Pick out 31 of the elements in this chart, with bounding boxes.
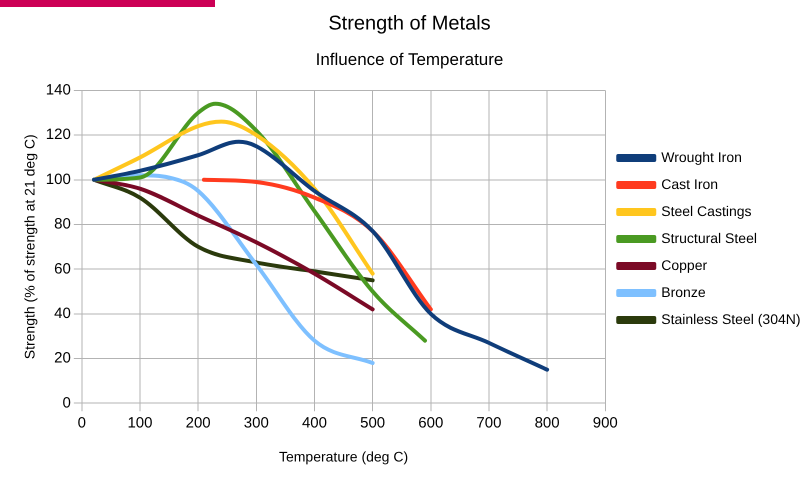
legend-label: Stainless Steel (304N)	[661, 310, 801, 327]
x-tick-label: 700	[476, 414, 502, 432]
y-tick-label: 0	[62, 394, 71, 412]
y-tick-label: 120	[46, 126, 71, 144]
chart-subtitle: Influence of Temperature	[316, 50, 504, 69]
y-tick-label: 100	[46, 170, 71, 188]
y-tick-label: 20	[54, 350, 71, 367]
y-tick-label: 140	[46, 82, 71, 99]
y-axis-title: Strength (% of strength at 21 deg C)	[21, 134, 38, 360]
x-axis-title: Temperature (deg C)	[278, 448, 408, 464]
legend-label: Cast Iron	[661, 176, 718, 192]
y-tick-label: 80	[54, 216, 71, 233]
x-tick-label: 400	[302, 414, 327, 432]
chart-title: Strength of Metals	[328, 12, 491, 35]
legend-label: Wrought Iron	[661, 148, 742, 165]
x-tick-label: 800	[534, 414, 560, 432]
y-tick-label: 60	[54, 260, 71, 278]
legend-label: Structural Steel	[661, 230, 757, 246]
x-tick-label: 100	[127, 414, 152, 432]
legend-label: Steel Castings	[661, 202, 752, 219]
legend-label: Copper	[661, 256, 708, 273]
x-tick-label: 600	[418, 414, 444, 432]
y-tick-label: 40	[54, 304, 71, 322]
line-series	[92, 140, 550, 372]
line-series	[92, 120, 375, 276]
x-tick-label: 300	[244, 414, 269, 432]
x-tick-label: 900	[592, 414, 618, 432]
x-tick-label: 500	[360, 414, 386, 432]
legend-label: Bronze	[661, 284, 706, 300]
x-tick-label: 0	[78, 414, 86, 432]
x-tick-label: 200	[186, 414, 211, 432]
